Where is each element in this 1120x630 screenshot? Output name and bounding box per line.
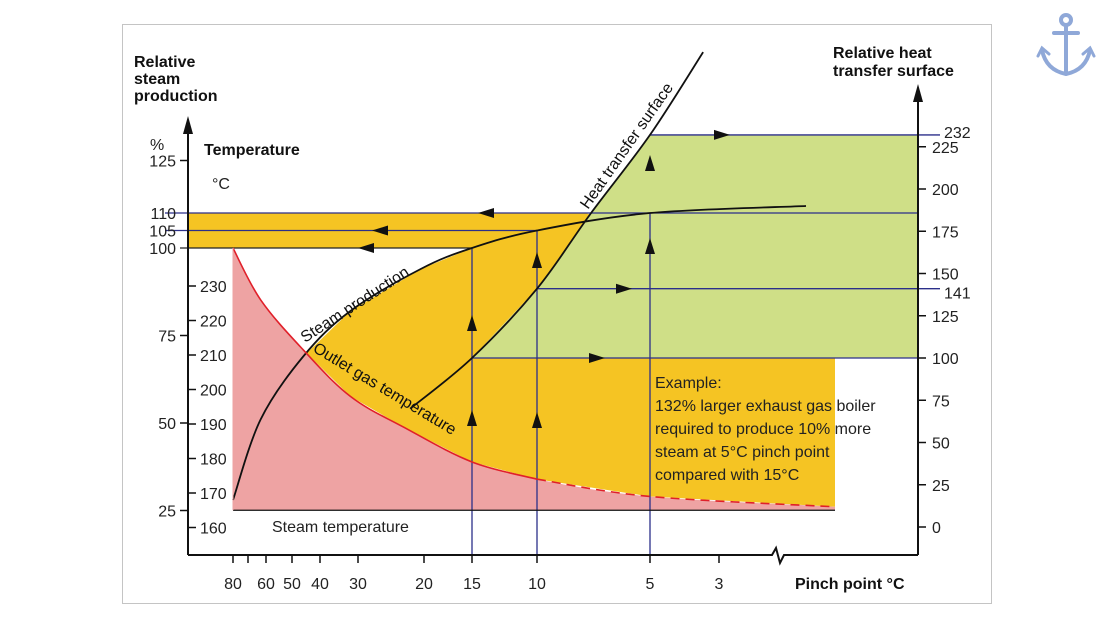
temperature-axis-title: Temperature xyxy=(204,142,300,159)
x-tick-label-30: 30 xyxy=(349,576,367,593)
right-marked-label-232: 232 xyxy=(944,125,971,142)
regions xyxy=(188,134,918,511)
right-marked-label-141: 141 xyxy=(944,286,971,303)
arrow-up-5-b xyxy=(645,238,655,254)
annotation-line-4: steam at 5°C pinch point xyxy=(655,444,830,461)
x-tick-label-10: 10 xyxy=(528,576,546,593)
outlet-gas-curve-dashed xyxy=(536,478,836,508)
x-axis-title: Pinch point °C xyxy=(795,576,905,593)
outlet-gas-curve xyxy=(232,247,538,480)
arrow-up-15-a xyxy=(467,315,477,331)
x-tick-label-3: 3 xyxy=(715,576,724,593)
x-tick-label-5: 5 xyxy=(646,576,655,593)
right-tick-label-50: 50 xyxy=(932,436,950,453)
green-region xyxy=(472,134,918,358)
right-tick-label-175: 175 xyxy=(932,224,959,241)
arrow-left-105 xyxy=(372,225,388,236)
left-axis-title-line-2: steam xyxy=(134,71,180,88)
left-tick-label-50: 50 xyxy=(158,416,176,433)
right-axis-title-line-2: transfer surface xyxy=(833,63,954,80)
steam-production-curve xyxy=(232,205,807,501)
x-axis-with-break xyxy=(188,545,918,566)
right-tick-label-25: 25 xyxy=(932,478,950,495)
left-tick-label-75: 75 xyxy=(158,329,176,346)
temperature-tick-label-210: 210 xyxy=(200,348,227,365)
arrow-right-232 xyxy=(714,129,730,140)
arrow-up-5-a xyxy=(645,155,655,171)
heat-transfer-surface-curve xyxy=(409,51,704,410)
axes: 2550751001051101251601701801902002102202… xyxy=(149,84,971,593)
temperature-tick-label-190: 190 xyxy=(200,417,227,434)
left-tick-label-110: 110 xyxy=(150,206,176,223)
x-tick-label-80: 80 xyxy=(224,576,242,593)
arrow-right-100 xyxy=(589,353,605,363)
left-axis-unit: % xyxy=(150,137,164,154)
x-tick-label-40: 40 xyxy=(311,576,329,593)
x-tick-label-15: 15 xyxy=(463,576,481,593)
x-tick-label-50: 50 xyxy=(283,576,301,593)
temperature-tick-label-170: 170 xyxy=(200,486,227,503)
x-tick-label-60: 60 xyxy=(257,576,275,593)
left-tick-label-25: 25 xyxy=(158,504,176,521)
temperature-tick-label-220: 220 xyxy=(200,314,227,331)
right-axis-arrow xyxy=(913,84,923,102)
right-axis-title-line-1: Relative heat xyxy=(833,45,932,62)
pink-region xyxy=(233,248,835,511)
left-axis-title-line-3: production xyxy=(134,88,218,105)
left-tick-label-105: 105 xyxy=(149,224,176,241)
arrow-right-141 xyxy=(616,283,632,294)
x-tick-label-20: 20 xyxy=(415,576,433,593)
right-tick-label-75: 75 xyxy=(932,393,950,410)
temperature-axis-unit: °C xyxy=(212,176,230,193)
lines xyxy=(165,51,940,555)
figure-frame xyxy=(122,24,992,604)
temperature-tick-label-200: 200 xyxy=(200,383,227,400)
left-tick-label-100: 100 xyxy=(149,241,176,258)
right-tick-label-200: 200 xyxy=(932,182,959,199)
annotation-line-3: required to produce 10% more xyxy=(655,421,871,438)
anchor-icon xyxy=(1036,13,1096,77)
right-tick-label-125: 125 xyxy=(932,309,959,326)
left-axis-arrow xyxy=(183,116,193,134)
arrow-up-15-b xyxy=(467,410,477,426)
annotation-line-2: 132% larger exhaust gas boiler xyxy=(655,398,876,415)
temperature-tick-label-160: 160 xyxy=(200,521,227,538)
temperature-tick-label-180: 180 xyxy=(200,452,227,469)
steam-temperature-label: Steam temperature xyxy=(272,519,409,536)
annotation-line-1: Example: xyxy=(655,375,722,392)
annotation-line-5: compared with 15°C xyxy=(655,467,799,484)
yellow-region xyxy=(188,213,835,507)
right-tick-label-100: 100 xyxy=(932,351,959,368)
arrow-up-10-b xyxy=(532,412,542,428)
right-tick-label-150: 150 xyxy=(932,267,959,284)
right-tick-label-0: 0 xyxy=(932,520,941,537)
temperature-tick-label-230: 230 xyxy=(200,279,227,296)
left-tick-label-125: 125 xyxy=(149,154,176,171)
arrow-up-10-a xyxy=(532,252,542,268)
left-axis-title-line-1: Relative xyxy=(134,54,195,71)
right-tick-label-225: 225 xyxy=(932,140,959,157)
arrow-left-110 xyxy=(478,208,494,218)
arrow-left-100 xyxy=(358,243,374,253)
